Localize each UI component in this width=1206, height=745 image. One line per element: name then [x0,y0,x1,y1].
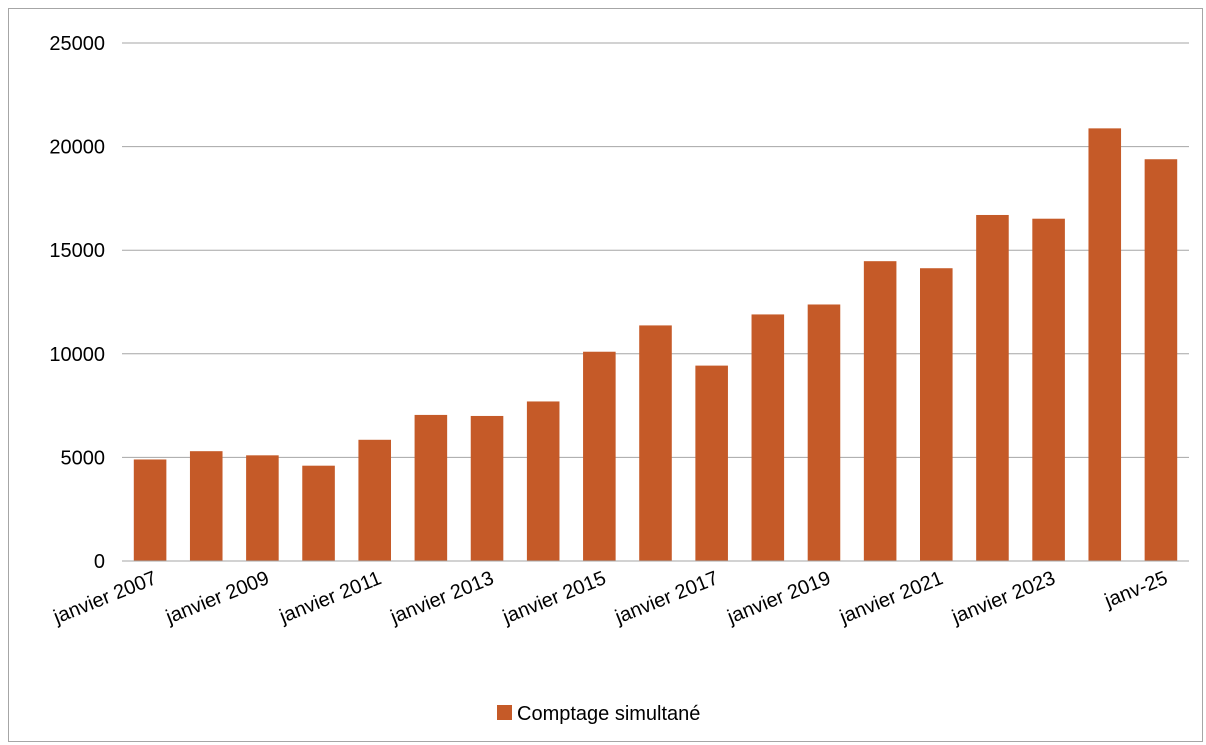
x-tick-label: janv-25 [1101,567,1171,612]
x-tick-label: janvier 2019 [724,567,834,629]
y-tick-label: 15000 [49,240,105,262]
legend-label: Comptage simultané [517,703,700,725]
bar [414,414,448,561]
bar [863,261,897,561]
bar [639,325,672,561]
x-tick-label: janvier 2009 [162,567,272,629]
bar [358,439,391,561]
x-tick-label: janvier 2017 [611,567,721,629]
gridlines [122,42,1189,458]
bar [246,455,279,561]
bar [302,465,335,561]
bar [470,415,504,561]
bar [751,314,785,561]
legend: Comptage simultané [497,703,700,725]
y-tick-label: 0 [94,551,105,573]
legend-swatch [497,705,512,720]
y-tick-label: 25000 [49,33,105,55]
x-axis-tick-labels: janvier 2007 janvier 2009 janvier 2011 janv… [50,567,1171,629]
bar [583,351,616,561]
chart-frame: 0 5000 10000 15000 20000 25000 janvier 2007 ja… [8,8,1203,742]
bar [920,268,953,561]
y-tick-label: 10000 [49,344,105,366]
bar [976,214,1009,561]
y-tick-label: 5000 [61,447,106,469]
x-tick-label: janvier 2023 [948,567,1058,629]
bar [1144,159,1178,561]
bar [133,459,167,561]
y-axis-tick-labels: 0 5000 10000 15000 20000 25000 [49,33,105,573]
x-tick-label: janvier 2013 [387,567,497,629]
bar [807,304,841,561]
x-tick-label: janvier 2011 [276,567,385,628]
bar [1088,128,1122,561]
bar [1032,218,1065,561]
x-tick-label: janvier 2021 [836,567,946,629]
bar [695,365,728,561]
bar [526,401,560,561]
x-tick-label: janvier 2015 [499,567,609,629]
x-tick-label: janvier 2007 [50,567,160,629]
y-tick-label: 20000 [49,137,105,159]
bars [133,128,1178,561]
bar [189,451,223,561]
